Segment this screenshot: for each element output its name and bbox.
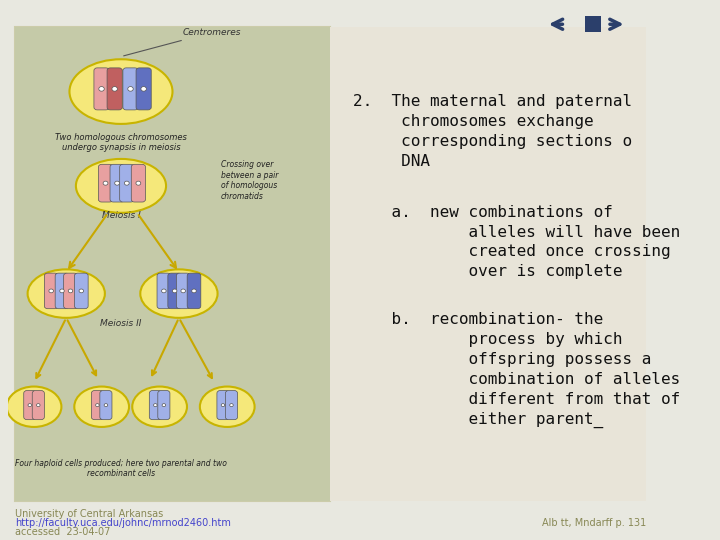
Text: 2.  The maternal and paternal
     chromosomes exchange
     corresponding secti: 2. The maternal and paternal chromosomes… (353, 94, 632, 168)
FancyBboxPatch shape (99, 164, 112, 202)
Text: Meiosis I: Meiosis I (102, 211, 140, 220)
Ellipse shape (37, 403, 40, 407)
Text: accessed  23-04-07: accessed 23-04-07 (14, 528, 110, 537)
FancyBboxPatch shape (136, 68, 151, 110)
Ellipse shape (79, 289, 84, 293)
Ellipse shape (74, 387, 129, 427)
Ellipse shape (181, 289, 186, 293)
Ellipse shape (162, 403, 166, 407)
FancyBboxPatch shape (91, 390, 104, 420)
Ellipse shape (60, 289, 64, 293)
Ellipse shape (136, 181, 141, 185)
Ellipse shape (132, 387, 187, 427)
FancyBboxPatch shape (330, 27, 646, 501)
Text: Two homologous chromosomes
undergo synapsis in meiosis: Two homologous chromosomes undergo synap… (55, 133, 187, 152)
FancyBboxPatch shape (55, 273, 69, 309)
FancyBboxPatch shape (168, 273, 181, 309)
Ellipse shape (230, 403, 233, 407)
Ellipse shape (161, 289, 166, 293)
Bar (585, 16, 600, 32)
FancyBboxPatch shape (94, 68, 109, 110)
Ellipse shape (114, 181, 120, 185)
Ellipse shape (6, 387, 61, 427)
Ellipse shape (28, 403, 32, 407)
Text: a.  new combinations of
            alleles will have been
            created o: a. new combinations of alleles will have… (353, 205, 680, 279)
FancyBboxPatch shape (187, 273, 201, 309)
Ellipse shape (103, 181, 108, 185)
Ellipse shape (27, 269, 105, 318)
Text: http://faculty.uca.edu/johnc/mrnod2460.htm: http://faculty.uca.edu/johnc/mrnod2460.h… (14, 518, 230, 528)
Text: Centromeres: Centromeres (124, 28, 240, 56)
Ellipse shape (153, 403, 157, 407)
Text: b.  recombination- the
            process by which
            offspring posses: b. recombination- the process by which o… (353, 313, 680, 428)
FancyBboxPatch shape (120, 164, 134, 202)
FancyBboxPatch shape (157, 273, 171, 309)
FancyBboxPatch shape (123, 68, 138, 110)
FancyBboxPatch shape (45, 273, 58, 309)
Text: Four haploid cells produced; here two parental and two
recombinant cells: Four haploid cells produced; here two pa… (15, 459, 227, 478)
FancyBboxPatch shape (176, 273, 190, 309)
Ellipse shape (112, 86, 117, 91)
FancyBboxPatch shape (32, 390, 45, 420)
FancyBboxPatch shape (14, 27, 330, 501)
Ellipse shape (76, 159, 166, 213)
FancyBboxPatch shape (74, 273, 88, 309)
FancyBboxPatch shape (24, 390, 36, 420)
Ellipse shape (49, 289, 53, 293)
Text: Meiosis II: Meiosis II (100, 319, 142, 328)
Ellipse shape (69, 59, 173, 124)
Ellipse shape (141, 86, 146, 91)
Text: Crossing over
between a pair
of homologous
chromatids: Crossing over between a pair of homologo… (221, 160, 278, 200)
Ellipse shape (104, 403, 108, 407)
FancyBboxPatch shape (14, 27, 330, 501)
FancyBboxPatch shape (217, 390, 229, 420)
Ellipse shape (127, 86, 133, 91)
FancyBboxPatch shape (110, 164, 124, 202)
FancyBboxPatch shape (158, 390, 170, 420)
FancyBboxPatch shape (149, 390, 161, 420)
Ellipse shape (200, 387, 255, 427)
Ellipse shape (221, 403, 225, 407)
Ellipse shape (125, 181, 129, 185)
Text: Alb tt, Mndarff p. 131: Alb tt, Mndarff p. 131 (541, 518, 646, 528)
FancyBboxPatch shape (131, 164, 145, 202)
FancyBboxPatch shape (107, 68, 122, 110)
Text: University of Central Arkansas: University of Central Arkansas (14, 509, 163, 519)
Ellipse shape (140, 269, 217, 318)
FancyBboxPatch shape (63, 273, 77, 309)
Ellipse shape (96, 403, 99, 407)
Ellipse shape (192, 289, 197, 293)
FancyBboxPatch shape (100, 390, 112, 420)
Ellipse shape (68, 289, 73, 293)
FancyBboxPatch shape (225, 390, 238, 420)
Ellipse shape (99, 86, 104, 91)
Ellipse shape (172, 289, 177, 293)
